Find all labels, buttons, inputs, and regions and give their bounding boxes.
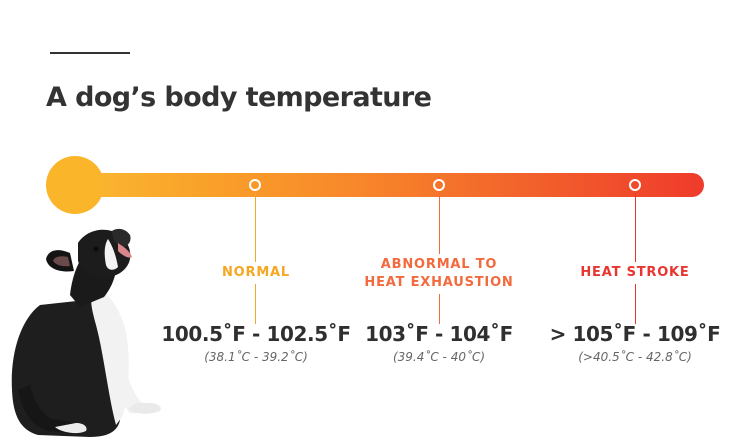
dog-muzzle	[112, 228, 131, 247]
abnormal-label: ABNORMAL TO HEAT EXHAUSTION	[360, 254, 518, 294]
normal-fahrenheit: 100.5˚F - 102.5˚F	[161, 322, 351, 346]
abnormal-values: 103˚F - 104˚F (39.4˚C - 40˚C)	[344, 312, 534, 364]
page-title: A dog’s body temperature	[46, 82, 432, 113]
abnormal-fahrenheit: 103˚F - 104˚F	[365, 322, 513, 346]
heat-stroke-celsius: (>40.5˚C - 42.8˚C)	[578, 350, 692, 364]
heat-stroke-label-line: HEAT STROKE	[580, 265, 690, 280]
normal-label-line: NORMAL	[221, 265, 291, 280]
dog-body	[11, 299, 124, 437]
heat-stroke-marker	[629, 179, 641, 191]
normal-values: 100.5˚F - 102.5˚F (38.1˚C - 39.2˚C)	[161, 312, 351, 364]
abnormal-label-line-2: HEAT EXHAUSTION	[364, 275, 514, 290]
dog-back-leg	[18, 385, 76, 433]
normal-marker	[249, 179, 261, 191]
heat-stroke-zone: HEAT STROKE	[540, 262, 730, 284]
dog-blaze	[104, 239, 118, 270]
dog-paw-front	[128, 403, 161, 414]
thermometer-bar	[72, 173, 704, 197]
dog-ear-inner	[53, 256, 70, 267]
abnormal-celsius: (39.4˚C - 40˚C)	[392, 350, 486, 364]
normal-celsius: (38.1˚C - 39.2˚C)	[204, 350, 308, 364]
heat-stroke-label: HEAT STROKE	[576, 262, 694, 284]
dog-back-paw	[55, 423, 87, 434]
thermometer-bulb	[46, 156, 104, 214]
abnormal-label-line-1: ABNORMAL TO	[380, 257, 498, 272]
dog-front-leg	[112, 365, 148, 414]
abnormal-marker	[433, 179, 445, 191]
top-rule	[50, 52, 130, 54]
abnormal-zone: ABNORMAL TO HEAT EXHAUSTION	[344, 254, 534, 294]
normal-zone: NORMAL	[161, 262, 351, 284]
dog-illustration	[11, 228, 161, 437]
normal-stem	[255, 193, 256, 324]
dog-eye	[93, 246, 99, 252]
normal-label: NORMAL	[217, 262, 295, 284]
heat-stroke-values: > 105˚F - 109˚F (>40.5˚C - 42.8˚C)	[540, 312, 730, 364]
dog-mouth	[118, 243, 132, 258]
heat-stroke-stem	[635, 193, 636, 324]
heat-stroke-fahrenheit: > 105˚F - 109˚F	[549, 322, 721, 346]
